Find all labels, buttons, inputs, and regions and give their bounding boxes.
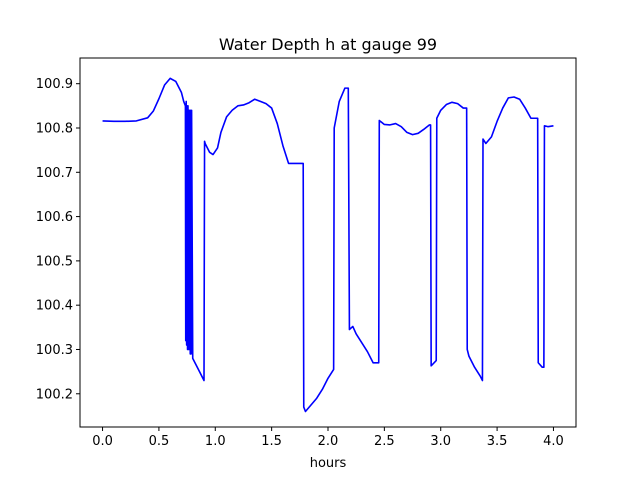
y-tick-label: 100.7	[36, 166, 73, 181]
y-tick-label: 100.5	[36, 254, 73, 269]
x-tick-label: 4.0	[543, 434, 564, 449]
x-axis-title: hours	[310, 456, 347, 471]
y-tick-label: 100.2	[36, 387, 73, 402]
y-tick-label: 100.6	[36, 210, 73, 225]
x-tick-label: 0.0	[92, 434, 113, 449]
y-tick-label: 100.4	[36, 299, 73, 314]
x-tick-label: 0.5	[149, 434, 170, 449]
x-tick-label: 1.5	[261, 434, 282, 449]
x-tick-label: 3.5	[487, 434, 508, 449]
x-tick-label: 2.0	[318, 434, 339, 449]
x-tick-label: 2.5	[374, 434, 395, 449]
y-tick-label: 100.9	[36, 77, 73, 92]
series-line	[102, 77, 554, 413]
x-tick-label: 1.0	[205, 434, 226, 449]
y-tick-label: 100.8	[36, 121, 73, 136]
y-axis: 100.2 100.3 100.4 100.5 100.6 100.7 100.8 100.9	[36, 77, 80, 402]
x-axis: 0.0 0.5 1.0 1.5 2.0 2.5 3.0 3.5 4.0	[92, 427, 564, 449]
y-tick-label: 100.3	[36, 343, 73, 358]
chart-title: Water Depth h at gauge 99	[219, 35, 437, 54]
x-tick-label: 3.0	[430, 434, 451, 449]
